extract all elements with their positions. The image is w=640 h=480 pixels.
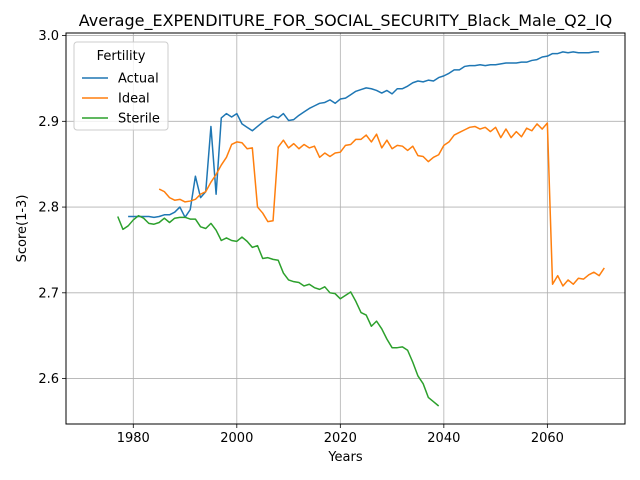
x-tick-label: 2020	[324, 431, 357, 446]
y-tick-label: 2.6	[38, 372, 59, 387]
series-line-sterile	[117, 214, 440, 407]
y-axis-label: Score(1-3)	[15, 195, 30, 263]
legend-label-sterile: Sterile	[118, 112, 160, 127]
y-tick-label: 2.8	[38, 201, 59, 216]
series-lines	[117, 51, 605, 407]
legend: Fertility Actual Ideal Sterile	[73, 41, 169, 131]
x-tick-label: 2000	[220, 431, 253, 446]
plot-frame	[65, 32, 626, 425]
series-line-ideal	[158, 122, 605, 287]
legend-box	[73, 41, 169, 131]
chart-title: Average_EXPENDITURE_FOR_SOCIAL_SECURITY_…	[79, 11, 612, 31]
series-line-actual	[128, 51, 600, 219]
y-tick-label: 2.9	[38, 115, 59, 130]
legend-items: Actual Ideal Sterile	[82, 72, 160, 127]
legend-label-actual: Actual	[118, 72, 159, 87]
x-axis-label: Years	[327, 450, 363, 465]
x-tick-label: 1980	[117, 431, 150, 446]
x-tick-label: 2060	[531, 431, 564, 446]
y-tick-label: 3.0	[38, 29, 59, 44]
y-axis-ticks: 2.6 2.7 2.8 2.9 3.0	[38, 29, 66, 387]
x-axis-ticks: 1980 2000 2020 2040 2060	[117, 424, 564, 446]
y-tick-label: 2.7	[38, 286, 59, 301]
legend-label-ideal: Ideal	[118, 92, 150, 107]
legend-title: Fertility	[97, 49, 146, 64]
x-tick-label: 2040	[427, 431, 460, 446]
